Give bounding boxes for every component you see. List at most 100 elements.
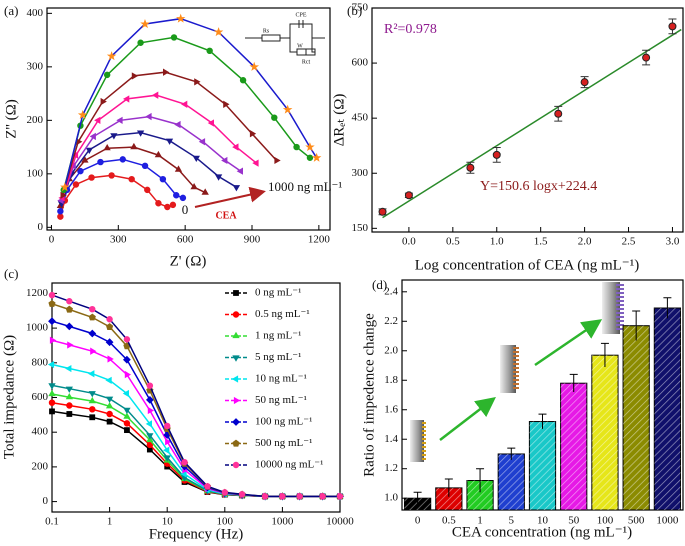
marker <box>49 336 57 344</box>
data-point <box>492 150 501 159</box>
y-tick-label: 2.0 <box>384 344 398 356</box>
marker <box>107 355 114 363</box>
marker <box>89 132 96 141</box>
error-bar <box>663 297 672 319</box>
marker <box>146 441 154 449</box>
marker <box>163 455 171 462</box>
marker <box>194 78 201 86</box>
marker <box>131 72 139 80</box>
error-bar <box>444 478 453 497</box>
marker <box>214 174 223 181</box>
marker <box>65 364 72 373</box>
marker <box>170 34 178 41</box>
equation: Y=150.6 logx+224.4 <box>480 179 597 194</box>
bar-hatch <box>654 308 681 510</box>
marker <box>103 143 111 151</box>
series-line <box>64 17 318 188</box>
marker <box>147 406 155 415</box>
marker <box>305 142 315 152</box>
legend-label: 1 ng mL⁻¹ <box>255 330 301 342</box>
circuit-inset <box>245 20 325 56</box>
x-tick-label: 500 <box>628 515 645 527</box>
y-tick-label: 1.2 <box>384 462 398 474</box>
marker <box>49 408 55 415</box>
marker <box>65 392 73 400</box>
marker <box>201 188 209 195</box>
y-tick-label: 800 <box>32 356 49 368</box>
x-tick-label: 10 <box>537 515 549 527</box>
error-bar <box>538 413 547 429</box>
marker <box>122 389 129 398</box>
marker <box>163 68 170 76</box>
marker <box>116 116 123 124</box>
marker <box>105 338 114 347</box>
marker <box>81 156 89 163</box>
data-point <box>466 163 475 172</box>
marker <box>77 110 88 120</box>
y-axis-title: Z'' (Ω) <box>3 99 19 138</box>
bar-hatch <box>591 355 619 510</box>
marker <box>274 156 281 165</box>
marker <box>123 407 131 415</box>
bar-hatch <box>498 453 525 510</box>
y-tick-label: 200 <box>27 114 44 126</box>
x-tick-label: 0.5 <box>446 236 460 248</box>
y-tick-label: 1.0 <box>384 492 398 504</box>
marker <box>136 130 145 137</box>
marker <box>206 47 213 55</box>
marker <box>106 418 113 425</box>
marker <box>89 406 96 413</box>
marker <box>207 119 214 127</box>
marker <box>293 143 300 151</box>
marker <box>236 167 243 175</box>
marker <box>204 483 211 490</box>
marker <box>249 130 257 138</box>
marker <box>181 458 188 466</box>
marker <box>271 114 278 121</box>
marker <box>48 299 56 307</box>
legend-label: 500 ng mL⁻¹ <box>255 437 312 449</box>
marker <box>123 336 131 343</box>
marker <box>106 316 113 323</box>
marker <box>119 156 126 163</box>
marker <box>48 317 56 326</box>
y-axis-title: Ratio of impedence change <box>361 313 377 477</box>
marker <box>100 97 107 106</box>
legend-label: 100 ng mL⁻¹ <box>255 416 312 428</box>
y-axis-title: ΔRₑₜ (Ω) <box>331 94 347 147</box>
y-tick-label: 400 <box>27 7 44 19</box>
marker <box>155 200 162 207</box>
marker <box>174 165 183 172</box>
marker <box>85 147 93 155</box>
legend-marker <box>233 396 241 405</box>
annotation: 0 <box>182 202 189 217</box>
marker <box>128 175 135 183</box>
error-bar <box>632 310 641 341</box>
y-tick-label: 1200 <box>26 287 49 299</box>
bar-hatch <box>435 487 462 510</box>
marker <box>66 297 73 305</box>
legend-marker <box>232 461 240 469</box>
marker <box>106 323 114 330</box>
data-point <box>668 22 677 31</box>
marker <box>176 13 186 23</box>
x-tick-label: 600 <box>177 234 194 246</box>
marker <box>77 167 84 175</box>
marker <box>169 201 177 209</box>
error-bar <box>600 342 609 367</box>
marker <box>130 142 138 150</box>
marker <box>238 491 246 498</box>
legend-label: 0.5 ng mL⁻¹ <box>255 308 310 320</box>
marker <box>145 395 154 404</box>
y-tick-label: 450 <box>352 112 369 124</box>
marker <box>66 411 73 417</box>
marker <box>165 438 172 446</box>
marker <box>261 493 269 500</box>
x-axis-title: CEA concentration (ng mL⁻¹) <box>452 524 632 540</box>
bar-hatch <box>560 383 587 510</box>
legend-marker <box>232 331 240 339</box>
x-tick-label: 10 <box>162 516 174 528</box>
data-point <box>642 53 651 62</box>
x-tick-label: 1 <box>107 516 113 528</box>
